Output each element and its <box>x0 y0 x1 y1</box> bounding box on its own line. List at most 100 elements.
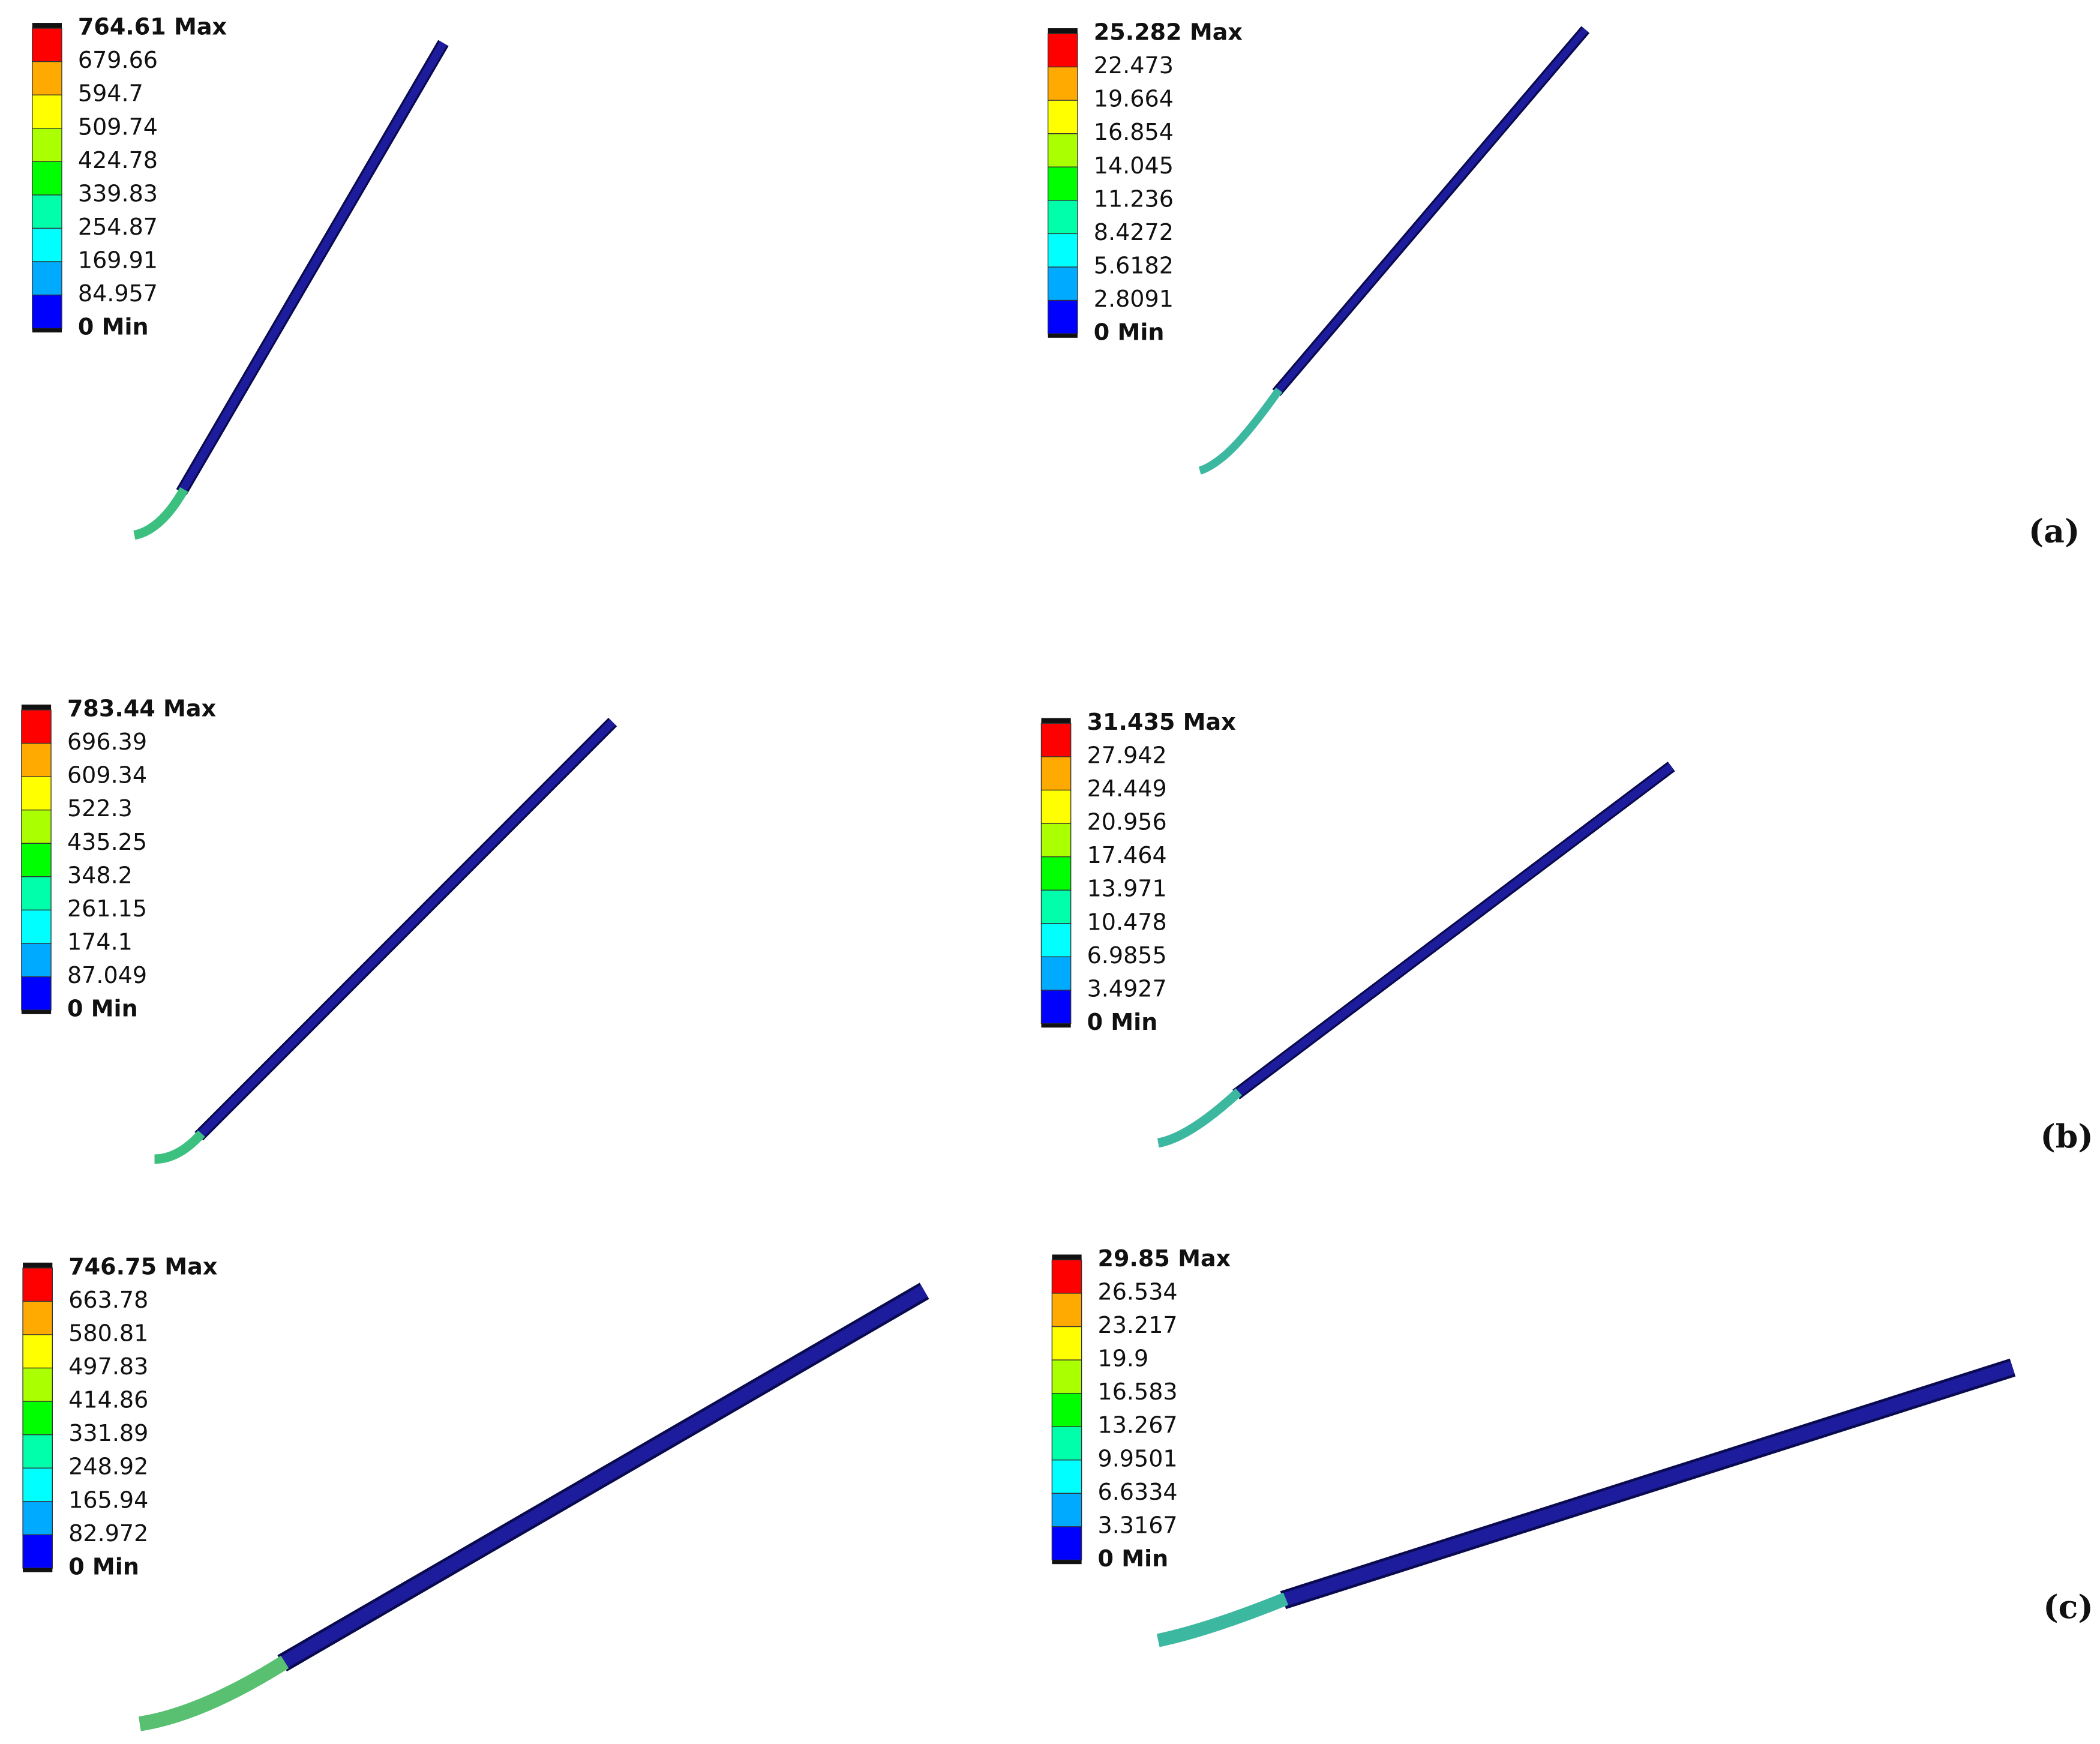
legend-label: 11.236 <box>1094 185 1174 212</box>
legend-swatch <box>1040 956 1072 991</box>
legend-cap <box>23 1262 53 1268</box>
legend-label: 22.473 <box>1094 52 1174 79</box>
legend-label: 0 Min <box>78 314 149 340</box>
legend-label: 29.85 Max <box>1097 1245 1231 1272</box>
legend-swatch <box>1040 889 1072 924</box>
legend-swatch <box>21 810 52 844</box>
legend-label: 746.75 Max <box>68 1253 217 1279</box>
beam <box>1198 26 1590 475</box>
legend-label: 509.74 <box>78 113 158 140</box>
legend-swatch <box>1040 723 1072 757</box>
legend-label: 0 Min <box>1097 1545 1168 1572</box>
legend-swatch <box>1040 823 1072 858</box>
legend-cap <box>1048 334 1078 338</box>
beam <box>1156 1358 2016 1647</box>
legend-swatch <box>21 909 52 944</box>
legend-swatch <box>21 742 52 777</box>
legend-label: 609.34 <box>67 762 147 789</box>
legend-label: 13.267 <box>1097 1412 1177 1439</box>
legend-swatch <box>1051 1493 1082 1527</box>
legend-swatch <box>1051 1392 1082 1427</box>
legend-swatch <box>1047 33 1078 68</box>
legend-cap <box>21 705 52 711</box>
beam-tip <box>1198 387 1283 475</box>
legend-swatch <box>1047 66 1078 101</box>
legend-swatch <box>32 28 62 62</box>
legend-swatch <box>32 61 62 95</box>
legend-swatch <box>1051 1526 1082 1561</box>
legend-label: 26.534 <box>1097 1278 1177 1305</box>
legend-swatch <box>1040 856 1072 891</box>
beam-body <box>1274 27 1588 395</box>
legend-label: 0 Min <box>68 1553 139 1580</box>
legend-swatch <box>21 943 52 978</box>
legend-swatch <box>22 1401 53 1436</box>
legend-label: 783.44 Max <box>67 696 216 722</box>
legend-label: 414.86 <box>68 1387 148 1413</box>
legend-swatch <box>32 128 62 162</box>
legend-swatch <box>1051 1293 1082 1328</box>
legend-label: 248.92 <box>68 1454 148 1480</box>
legend-swatch <box>22 1434 53 1469</box>
legend-label: 696.39 <box>67 729 147 755</box>
legend-label: 0 Min <box>67 996 138 1022</box>
legend-swatch <box>1040 990 1072 1024</box>
legend-swatch <box>1047 266 1078 301</box>
legend-swatch <box>21 843 52 877</box>
legend-label: 6.9855 <box>1087 942 1167 969</box>
legend-label: 0 Min <box>1087 1009 1158 1035</box>
beam-body <box>196 719 616 1140</box>
row-label: (c) <box>2043 1588 2093 1626</box>
legend-cap <box>1048 28 1078 34</box>
legend-cap <box>32 328 62 332</box>
legend-label: 25.282 Max <box>1094 19 1243 46</box>
legend-label: 23.217 <box>1097 1312 1177 1338</box>
beam <box>133 40 449 540</box>
legend-swatch <box>1047 299 1078 334</box>
legend-swatch <box>1047 100 1078 134</box>
beam-tip <box>1156 1592 1289 1647</box>
legend-label: 10.478 <box>1087 909 1167 935</box>
legend-swatch <box>22 1300 53 1335</box>
legend-label: 3.3167 <box>1097 1512 1177 1538</box>
row-label: (a) <box>2029 513 2080 550</box>
legend-cap <box>1041 718 1071 724</box>
legend-label: 0 Min <box>1094 319 1165 346</box>
legend-label: 31.435 Max <box>1087 709 1236 735</box>
legend-swatch <box>21 876 52 911</box>
beam-body <box>278 1285 928 1670</box>
legend-label: 17.464 <box>1087 842 1167 868</box>
legend-label: 8.4272 <box>1094 219 1174 245</box>
legend-label: 2.8091 <box>1094 286 1174 312</box>
legend-cap <box>1052 1254 1082 1260</box>
legend-swatch <box>1051 1359 1082 1394</box>
legend-swatch <box>1040 923 1072 958</box>
beam <box>1157 762 1675 1148</box>
legend-swatch <box>1051 1460 1082 1494</box>
legend-label: 27.942 <box>1087 742 1167 768</box>
legend-label: 424.78 <box>78 147 158 173</box>
legend-label: 331.89 <box>68 1420 148 1446</box>
legend-cap <box>1041 1023 1071 1028</box>
legend-swatch <box>1051 1426 1082 1461</box>
legend-swatch <box>32 294 62 329</box>
legend-swatch <box>22 1501 53 1536</box>
legend-cap <box>21 1010 52 1014</box>
legend-label: 339.83 <box>78 180 158 206</box>
legend-label: 87.049 <box>67 962 147 988</box>
legend-swatch <box>32 161 62 196</box>
legend-swatch <box>1051 1259 1082 1294</box>
legend-label: 3.4927 <box>1087 975 1167 1002</box>
legend-label: 348.2 <box>67 862 133 888</box>
legend-swatch <box>32 194 62 229</box>
legend-label: 663.78 <box>68 1287 148 1313</box>
legend-label: 174.1 <box>67 928 133 955</box>
legend-swatch <box>1040 756 1072 791</box>
legend-swatch <box>1047 166 1078 201</box>
legend-label: 13.971 <box>1087 876 1167 902</box>
legend-swatch <box>1047 200 1078 235</box>
legend-label: 19.9 <box>1097 1346 1148 1372</box>
legend-label: 169.91 <box>78 247 158 274</box>
legend-label: 82.972 <box>68 1520 148 1547</box>
